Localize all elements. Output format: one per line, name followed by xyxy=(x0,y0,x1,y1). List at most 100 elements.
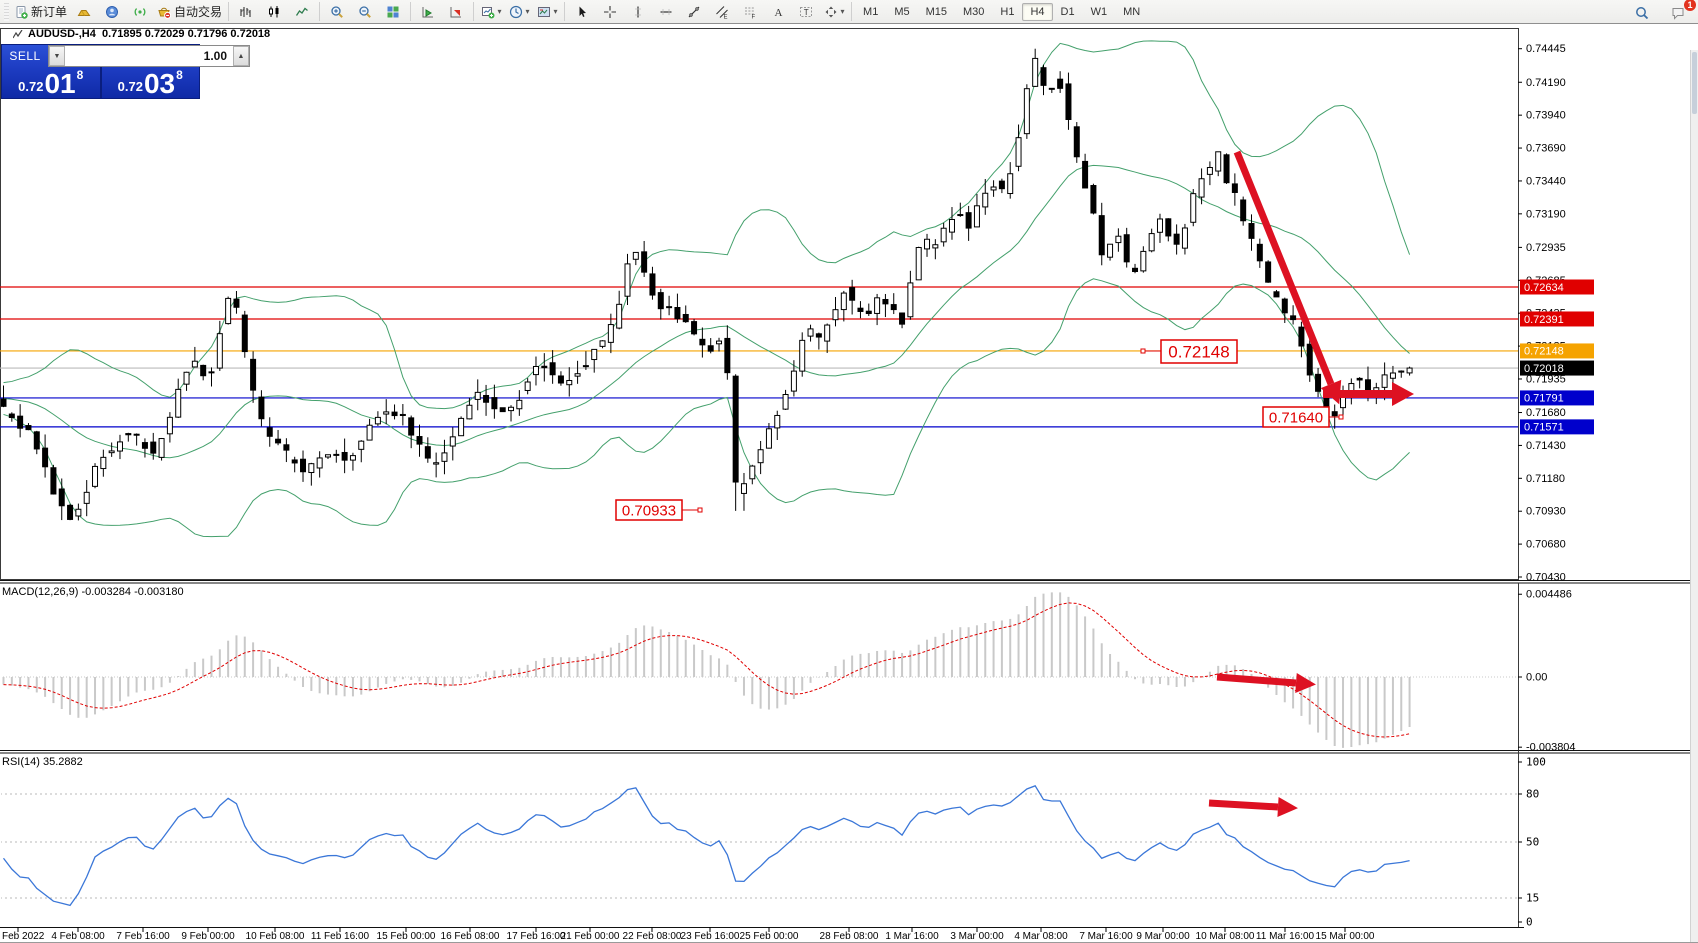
trendline-button[interactable] xyxy=(680,1,708,23)
timeframe-m5[interactable]: M5 xyxy=(894,5,910,18)
macd-pane[interactable] xyxy=(0,592,1518,748)
time-axis-label: 15 Feb 00:00 xyxy=(377,931,436,942)
cursor-button[interactable] xyxy=(568,1,596,23)
sell-price[interactable]: 0.72 01 8 xyxy=(18,68,84,99)
new-order-button[interactable]: 新订单 xyxy=(11,1,70,23)
timeframe-m1[interactable]: M1 xyxy=(863,5,879,18)
time-axis-label: 9 Feb 00:00 xyxy=(181,931,235,942)
equidistant-channel-button[interactable]: E xyxy=(708,1,736,23)
price-axis-tick: 0.74445 xyxy=(1526,43,1566,55)
price-level-badge xyxy=(1520,360,1594,376)
volume-increase-button[interactable]: ▲ xyxy=(233,46,249,66)
candlesticks[interactable] xyxy=(1,48,1413,521)
auto-scroll-button[interactable] xyxy=(414,1,442,23)
volume-decrease-button[interactable]: ▼ xyxy=(49,46,65,66)
chart-area[interactable]: 0.74445 0.74190 0.73940 0.73690 0.73440 0.731… xyxy=(0,25,1698,942)
trend-down-arrow[interactable] xyxy=(1233,150,1342,405)
chat-icon xyxy=(1672,7,1683,20)
time-axis-label: 11 Mar 16:00 xyxy=(1256,931,1315,942)
toolbar-separator xyxy=(851,2,853,21)
price-level-badge-text: 0.72634 xyxy=(1524,282,1564,294)
time-axis-label: 10 Feb 08:00 xyxy=(246,931,305,942)
time-axis-label: 3 Mar 00:00 xyxy=(950,931,1004,942)
time-axis-label: 15 Mar 00:00 xyxy=(1316,931,1375,942)
timeframe-d1[interactable]: D1 xyxy=(1060,5,1075,18)
rsi-axis-tick: 50 xyxy=(1526,836,1539,849)
price-annotation-text: 0.70933 xyxy=(622,502,676,519)
bollinger-bands xyxy=(3,40,1411,538)
buy-button[interactable]: BUY xyxy=(259,49,287,63)
price-level-badge-text: 0.71571 xyxy=(1524,422,1564,434)
price-annotation-box[interactable] xyxy=(615,499,683,521)
macd-direction-arrow[interactable] xyxy=(1216,673,1316,693)
new-chart-icon xyxy=(481,6,495,18)
price-level-badge xyxy=(1520,279,1594,295)
zoom-in-button[interactable] xyxy=(323,1,351,23)
crosshair-button[interactable] xyxy=(596,1,624,23)
svg-text:F: F xyxy=(752,14,756,19)
timeframe-h4[interactable]: H4 xyxy=(1022,2,1053,21)
macd-axis-tick: 0.004486 xyxy=(1526,589,1572,601)
sideways-arrow[interactable] xyxy=(1323,382,1414,406)
price-axis-tick: 0.70930 xyxy=(1526,506,1566,518)
vertical-line-button[interactable] xyxy=(624,1,652,23)
price-annotation-box[interactable] xyxy=(1160,339,1238,364)
vertical-line-icon xyxy=(635,6,642,17)
toolbar-grip[interactable] xyxy=(4,2,9,21)
price-level-badge xyxy=(1520,311,1594,327)
chevron-down-icon: ▾ xyxy=(497,6,502,16)
search-button[interactable] xyxy=(1628,2,1656,24)
price-annotation-box[interactable] xyxy=(1262,406,1330,428)
rsi-direction-arrow[interactable] xyxy=(1208,797,1298,817)
zoom-out-button[interactable] xyxy=(351,1,379,23)
scrollbar-thumb[interactable] xyxy=(1692,52,1697,114)
template-icon xyxy=(537,6,550,17)
sell-button[interactable]: SELL xyxy=(9,49,41,63)
macd-axis-tick: 0.00 xyxy=(1526,672,1547,684)
bar-chart-button[interactable] xyxy=(232,1,260,23)
price-axis-tick: 0.71180 xyxy=(1526,473,1565,485)
signals-button[interactable] xyxy=(126,1,154,23)
arrows-button[interactable]: ▾ xyxy=(820,1,848,23)
fibonacci-button[interactable]: F xyxy=(736,1,764,23)
text-label-button[interactable]: T xyxy=(792,1,820,23)
price-axis-tick: 0.71680 xyxy=(1526,407,1566,419)
tile-windows-icon xyxy=(387,6,399,17)
market-watch-button[interactable] xyxy=(98,1,126,23)
chart-shift-button[interactable] xyxy=(442,1,470,23)
profiles-button[interactable] xyxy=(70,1,98,23)
auto-trading-button[interactable]: 自动交易 xyxy=(154,1,225,23)
zoom-out-icon xyxy=(359,5,371,18)
timeframe-w1[interactable]: W1 xyxy=(1090,5,1108,18)
rsi-indicator-label: RSI(14) 35.2882 xyxy=(2,756,83,768)
timeframe-m30[interactable]: M30 xyxy=(963,5,985,18)
timeframe-m15[interactable]: M15 xyxy=(925,5,947,18)
timeframe-h1[interactable]: H1 xyxy=(1000,5,1015,18)
template-button[interactable]: ▾ xyxy=(533,1,561,23)
cursor-icon xyxy=(579,6,587,17)
tile-windows-button[interactable] xyxy=(379,1,407,23)
line-chart-icon xyxy=(295,7,308,16)
notifications-button[interactable]: 1 xyxy=(1664,0,1696,24)
rsi-pane[interactable] xyxy=(0,785,1518,907)
toolbar-separator xyxy=(564,2,566,21)
new-chart-button[interactable]: ▾ xyxy=(477,1,505,23)
toolbar-separator xyxy=(410,2,412,21)
svg-text:T: T xyxy=(804,7,809,16)
period-button[interactable]: ▾ xyxy=(505,1,533,23)
line-chart-button[interactable] xyxy=(288,1,316,23)
profiles-icon xyxy=(77,9,91,16)
chart-canvas[interactable]: 0.74445 0.74190 0.73940 0.73690 0.73440 0.731… xyxy=(0,25,1698,942)
price-axis-tick: 0.73690 xyxy=(1526,143,1566,155)
volume-input[interactable] xyxy=(65,46,233,66)
bar-chart-icon xyxy=(240,6,251,17)
horizontal-line-button[interactable] xyxy=(652,1,680,23)
new-order-icon xyxy=(16,5,28,19)
text-button[interactable]: A xyxy=(764,1,792,23)
price-level-badge-text: 0.71791 xyxy=(1524,393,1564,405)
timeframe-mn[interactable]: MN xyxy=(1123,5,1141,18)
buy-price[interactable]: 0.72 03 8 xyxy=(117,68,183,99)
zoom-in-icon xyxy=(331,5,343,18)
candlestick-chart-button[interactable] xyxy=(260,1,288,23)
new-order-button-label: 新订单 xyxy=(31,5,68,19)
